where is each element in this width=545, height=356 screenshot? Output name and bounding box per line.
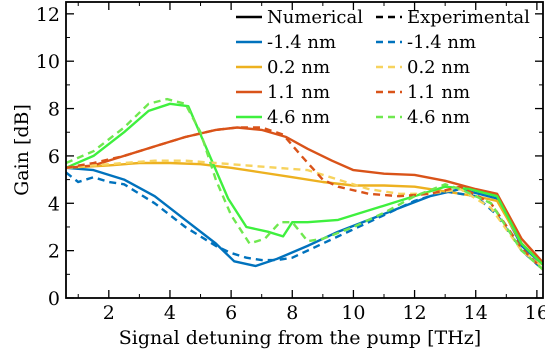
legend-label-experimental-1-1-nm: 1.1 nm — [407, 82, 470, 103]
x-tick-label: 10 — [341, 302, 365, 324]
plot-frame — [65, 1, 544, 299]
x-tick-label: 4 — [164, 302, 176, 324]
legend-label-numerical-1-4-nm: -1.4 nm — [267, 32, 336, 53]
legend-label-numerical-0-2-nm: 0.2 nm — [267, 57, 330, 78]
series-line-experimental-1-4-nm — [65, 171, 544, 271]
series-line-experimental-1-1-nm — [65, 126, 544, 271]
x-tick-label: 16 — [525, 302, 545, 324]
y-axis-label: Gain [dB] — [11, 104, 33, 196]
y-tick-label: 2 — [48, 241, 60, 263]
series-line-numerical-0-2-nm — [65, 161, 544, 266]
x-tick-label: 14 — [464, 302, 488, 324]
y-tick-label: 4 — [48, 193, 60, 215]
x-tick-label: 8 — [286, 302, 298, 324]
y-tick-label: 12 — [36, 4, 60, 26]
legend-label-numerical-4-6-nm: 4.6 nm — [267, 107, 330, 128]
legend-header-experimental: Experimental — [407, 7, 530, 28]
y-tick-label: 10 — [36, 51, 60, 73]
legend-label-experimental-1-4-nm: -1.4 nm — [407, 32, 476, 53]
y-tick-label: 0 — [48, 288, 60, 310]
x-tick-label: 6 — [225, 302, 237, 324]
x-axis-label: Signal detuning from the pump [THz] — [119, 327, 481, 349]
x-tick-label: 2 — [103, 302, 115, 324]
legend-label-numerical-1-1-nm: 1.1 nm — [267, 82, 330, 103]
y-tick-label: 8 — [48, 99, 60, 121]
series-line-numerical-1-1-nm — [65, 126, 544, 264]
x-tick-label: 12 — [402, 302, 426, 324]
axis-ticks: 2 4 6 8 10 12 14 16 0 2 4 6 8 10 12 — [36, 2, 545, 324]
legend: Numerical Experimental -1.4 nm 0.2 nm 1.1 nm… — [236, 7, 530, 128]
series-layer — [65, 97, 544, 271]
series-line-experimental-0-2-nm — [65, 159, 544, 269]
legend-header-numerical: Numerical — [267, 7, 363, 28]
legend-label-experimental-0-2-nm: 0.2 nm — [407, 57, 470, 78]
legend-label-experimental-4-6-nm: 4.6 nm — [407, 107, 470, 128]
y-tick-label: 6 — [48, 146, 60, 168]
